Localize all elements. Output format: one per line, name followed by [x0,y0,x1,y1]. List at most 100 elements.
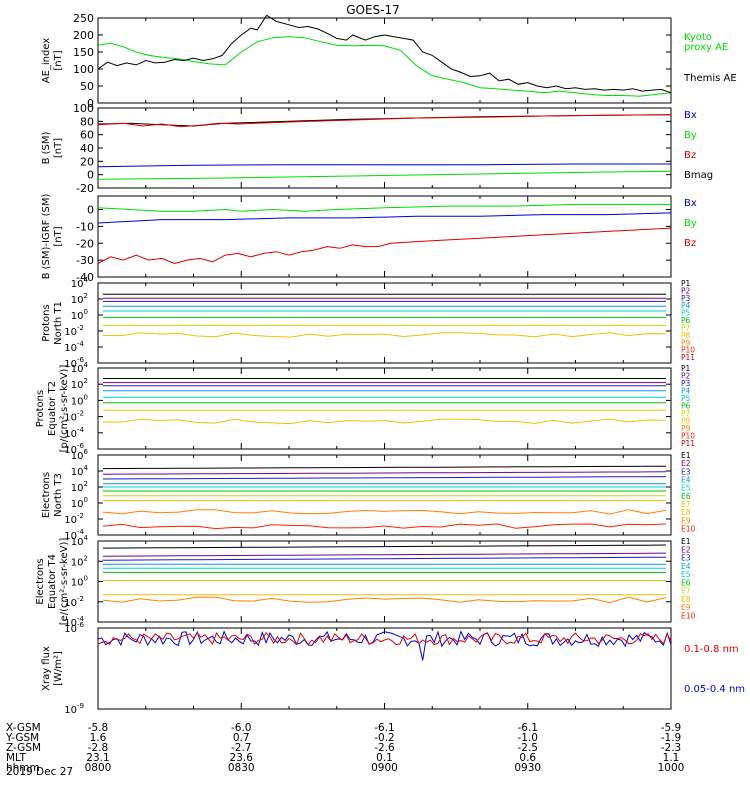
footer-value: -1.9 [661,732,682,744]
panel-electrons_t4: Electrons Equator T4 [e/(cm²-s-sr-keV)]10-… [35,534,696,629]
footer-value: 1000 [658,762,685,774]
footer-value: -5.8 [88,722,109,734]
footer-value: -2.8 [88,742,109,754]
y-tick-label: 0 [87,97,94,110]
legend-entry: 0.1-0.8 nm [684,644,739,655]
series-xray-red [97,631,672,646]
y-axis-label: Equator T4 [47,554,58,609]
footer-value: -6.1 [374,722,395,734]
legend-entry: E2 [681,545,691,554]
y-tick-exponent: 0 [84,308,88,316]
y-tick-exponent: -2 [77,512,84,520]
series-themis-ae [97,14,672,94]
y-axis-label: B (SM)-IGRF (SM) [41,194,52,280]
legend-entry: P4 [681,301,691,310]
legend-entry: P11 [681,439,695,448]
footer-value: 0.1 [376,752,393,764]
y-tick-exponent: 6 [84,448,89,456]
series-level-1 [102,465,667,470]
legend-entry: P2 [681,286,691,295]
legend-entry: Bz [684,150,696,161]
legend-entry: E1 [681,537,691,546]
y-tick-label: 100 [71,496,88,510]
legend-entry: E6 [681,492,691,501]
y-tick-label: 80 [80,115,94,128]
y-tick-label: 104 [71,464,89,478]
legend-entry: E4 [681,562,691,571]
y-tick-label: 0 [87,169,94,182]
footer-value: 0.6 [519,752,536,764]
legend-entry: Themis AE [683,73,737,84]
orbit-footer: X-GSM -5.8 -6.0 -6.1 -6.1 -5.9 Y-GSM 1.6 0.7 -0.2… [5,722,684,774]
panel-protons_t2: Protons Equator T2 [p/(cm²-s-sr-keV)]10-61… [35,361,695,456]
y-axis-label: Protons [35,390,46,427]
y-tick-label: 104 [71,534,89,548]
y-axis-label: Electrons [35,558,46,604]
y-tick-label: -30 [76,254,94,267]
footer-label: hhmm [6,762,40,774]
series-level-2 [102,552,667,557]
y-tick-label: 100 [71,308,88,322]
legend-entry: P9 [681,338,691,347]
y-axis-label: [e/(cm²-s-sr-keV)] [59,538,70,626]
series-bx [97,212,672,224]
y-axis-label: [nT] [53,50,64,70]
y-tick-exponent: 2 [84,292,88,300]
y-tick-label: -40 [76,271,94,284]
legend-entry: proxy AE [684,42,728,53]
legend-entry: E1 [681,451,691,460]
legend-entry: P1 [681,364,691,373]
legend-entry: E4 [681,476,691,485]
footer-value: 1.1 [663,752,680,764]
legend-entry: E5 [681,570,691,579]
legend-entry: By [684,218,697,229]
footer-value: 0930 [514,762,541,774]
footer-value: 0800 [85,762,112,774]
legend-entry: P8 [681,331,691,340]
series-by [97,170,672,180]
y-axis-label: B (SM) [41,131,52,164]
legend-entry: E5 [681,484,691,493]
series-level-8 [102,418,667,425]
footer-value: -2.3 [661,742,682,754]
y-tick-label: 150 [73,46,94,59]
panel-frame [97,282,672,364]
footer-value: 0900 [371,762,398,774]
y-tick-label: 102 [71,292,88,306]
y-tick-exponent: -6 [77,356,85,364]
y-tick-exponent: 2 [84,377,88,385]
y-tick-label: 10-2 [64,324,84,338]
y-tick-exponent: 0 [84,575,88,583]
legend-entry: P6 [681,316,691,325]
y-axis-label: Equator T2 [47,381,58,436]
y-tick-exponent: 4 [84,464,89,472]
y-tick-label: 10-4 [64,340,84,354]
y-tick-exponent: -6 [77,442,85,450]
y-tick-label: 100 [73,63,94,76]
y-axis-label: Protons [41,304,52,341]
footer-label: MLT [6,752,26,764]
legend-entry: 0.05-0.4 nm [684,684,745,695]
footer-value: 23.6 [230,752,254,764]
y-tick-label: 50 [80,80,94,93]
y-tick-label: 100 [73,102,94,115]
series-level-9 [102,509,667,515]
y-tick-exponent: -4 [77,528,85,536]
y-axis-label: North T1 [53,301,64,345]
series-level-3 [102,556,667,561]
footer-value: 0830 [228,762,255,774]
series-bz [97,227,672,265]
y-tick-label: 60 [80,129,94,142]
y-tick-exponent: 2 [84,554,88,562]
y-tick-exponent: 0 [84,496,88,504]
legend-entry: By [684,130,697,141]
series-bmag [97,114,672,127]
legend-entry: P5 [681,309,691,318]
y-tick-exponent: -2 [77,324,84,332]
legend-entry: P8 [681,417,691,426]
y-tick-exponent: 4 [84,276,89,284]
